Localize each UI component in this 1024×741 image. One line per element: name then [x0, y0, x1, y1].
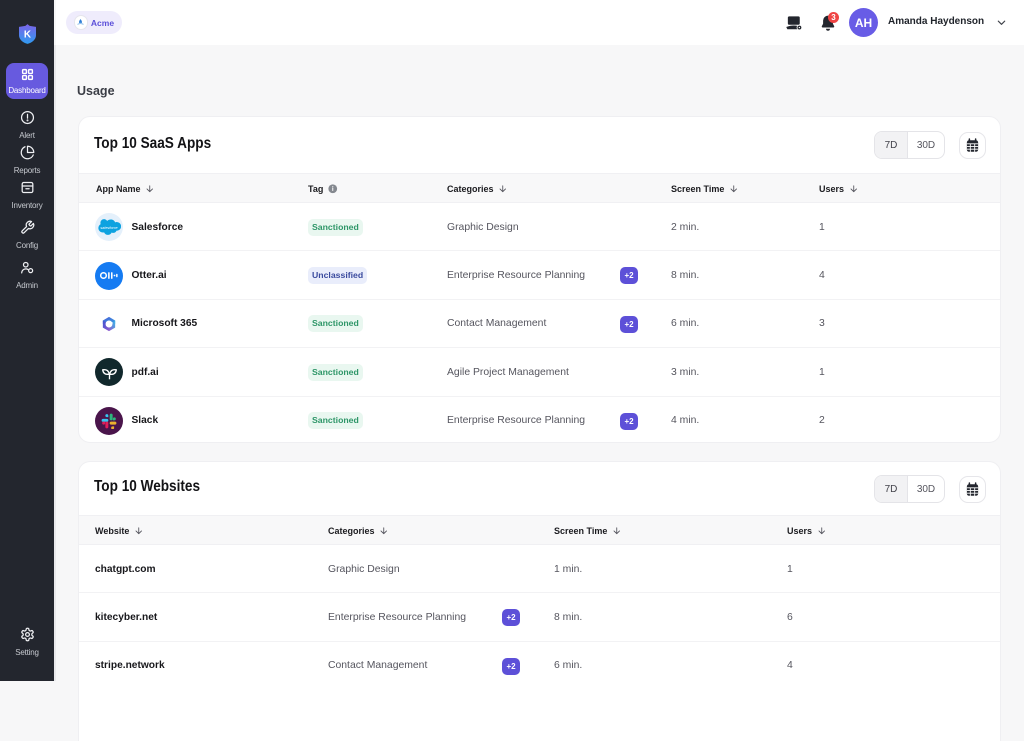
svg-text:K: K	[24, 30, 32, 41]
svg-text:salesforce: salesforce	[100, 226, 117, 230]
